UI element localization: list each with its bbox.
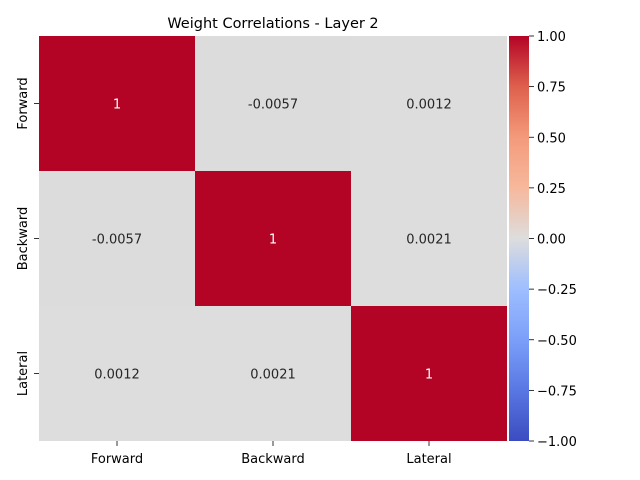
colorbar-tick-label-2: 0.50	[537, 131, 566, 146]
heatmap-cell-2-1	[195, 306, 351, 441]
heatmap-cell-2-2	[351, 306, 507, 441]
cell-label-2-1: 0.0021	[250, 368, 296, 383]
heatmap-cell-1-0	[39, 171, 195, 306]
y-tick-label-0: Forward	[16, 77, 31, 129]
colorbar: 1.00 0.75 0.50 0.25 0.00 −0.25 −0.50 −0.75 −1.00	[509, 30, 577, 450]
heatmap-cell-1-1	[195, 171, 351, 306]
cell-label-0-0: 1	[113, 98, 121, 113]
cell-label-1-2: 0.0021	[406, 233, 452, 248]
cell-label-1-1: 1	[269, 233, 277, 248]
cell-label-1-0: -0.0057	[92, 233, 142, 248]
colorbar-tick-label-8: −1.00	[537, 435, 577, 450]
x-tick-label-1: Backward	[241, 452, 305, 467]
y-axis: Forward Backward Lateral	[16, 77, 39, 396]
cell-label-2-0: 0.0012	[94, 368, 140, 383]
x-tick-label-2: Lateral	[406, 452, 451, 467]
heatmap-cell-0-0	[39, 36, 195, 171]
colorbar-gradient	[509, 36, 529, 441]
x-tick-label-0: Forward	[91, 452, 143, 467]
chart-title: Weight Correlations - Layer 2	[167, 16, 378, 32]
y-tick-label-2: Lateral	[16, 351, 31, 396]
heatmap-cell-2-0	[39, 306, 195, 441]
x-axis: Forward Backward Lateral	[91, 441, 452, 467]
colorbar-tick-label-1: 0.75	[537, 81, 566, 96]
colorbar-tick-label-0: 1.00	[537, 30, 566, 45]
colorbar-tick-label-6: −0.50	[537, 334, 577, 349]
heatmap-cells: 1 -0.0057 0.0012 -0.0057 1 0.0021 0.0012 0.0021…	[39, 36, 507, 441]
colorbar-tick-label-4: 0.00	[537, 233, 566, 248]
cell-label-0-2: 0.0012	[406, 98, 452, 113]
cell-label-0-1: -0.0057	[248, 98, 298, 113]
cell-label-2-2: 1	[425, 368, 433, 383]
heatmap-cell-0-1	[195, 36, 351, 171]
heatmap-cell-0-2	[351, 36, 507, 171]
colorbar-tick-label-3: 0.25	[537, 182, 566, 197]
colorbar-tick-label-7: −0.75	[537, 384, 577, 399]
y-tick-label-1: Backward	[16, 207, 31, 271]
heatmap-cell-1-2	[351, 171, 507, 306]
colorbar-tick-label-5: −0.25	[537, 283, 577, 298]
